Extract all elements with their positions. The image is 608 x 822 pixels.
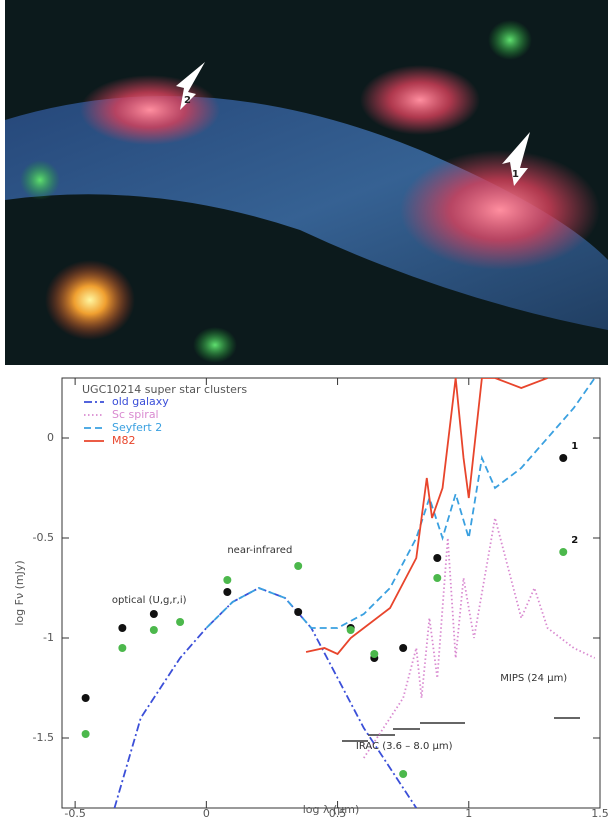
y-tick-label: -1.5 <box>33 731 54 744</box>
y-tick-label: 0 <box>47 431 54 444</box>
data-point <box>294 608 303 616</box>
data-point <box>559 548 568 556</box>
plot-frame <box>61 377 601 809</box>
galaxy-image: 2 1 <box>5 0 608 365</box>
data-point <box>176 618 185 626</box>
legend-label: old galaxy <box>112 395 169 408</box>
data-point <box>399 644 408 652</box>
annotation: near-infrared <box>227 545 292 556</box>
model-line <box>305 378 548 656</box>
point-label: 1 <box>571 441 578 452</box>
legend-label: Seyfert 2 <box>112 421 162 434</box>
x-tick-label: 1.5 <box>591 807 608 818</box>
data-point <box>149 610 158 618</box>
data-point <box>223 576 232 584</box>
x-axis-label: log λ (µm) <box>303 803 360 816</box>
plot-area <box>81 378 596 808</box>
legend-label: M82 <box>112 434 136 447</box>
data-point <box>433 554 442 562</box>
point-label: 2 <box>571 535 578 546</box>
annotation: optical (U,g,r,i) <box>112 595 187 606</box>
model-line <box>205 378 596 629</box>
data-point <box>370 650 379 658</box>
model-line <box>113 587 418 808</box>
x-tick-label: -0.5 <box>64 807 85 818</box>
x-tick-label: 1 <box>465 807 472 818</box>
y-tick-label: -0.5 <box>33 531 54 544</box>
data-point <box>346 626 355 634</box>
data-point <box>294 562 303 570</box>
data-point <box>223 588 232 596</box>
data-point <box>81 694 90 702</box>
data-point <box>81 730 90 738</box>
data-point <box>118 624 127 632</box>
data-point <box>399 770 408 778</box>
annotation: MIPS (24 µm) <box>500 673 567 684</box>
data-point <box>118 644 127 652</box>
data-point <box>433 574 442 582</box>
x-tick-label: 0 <box>203 807 210 818</box>
arrow-label: 2 <box>184 95 191 106</box>
annotation: IRAC (3.6 – 8.0 µm) <box>356 741 453 752</box>
y-tick-label: -1 <box>43 631 54 644</box>
legend-label: Sc spiral <box>112 408 159 421</box>
chart-title: UGC10214 super star clusters <box>82 383 247 396</box>
data-point <box>559 454 568 462</box>
x-tick-label: 0.5 <box>329 807 347 818</box>
filter-bands <box>342 717 580 742</box>
arrow-label: 1 <box>512 169 519 180</box>
data-point <box>149 626 158 634</box>
y-axis-label: log Fν (mJy) <box>13 560 26 625</box>
